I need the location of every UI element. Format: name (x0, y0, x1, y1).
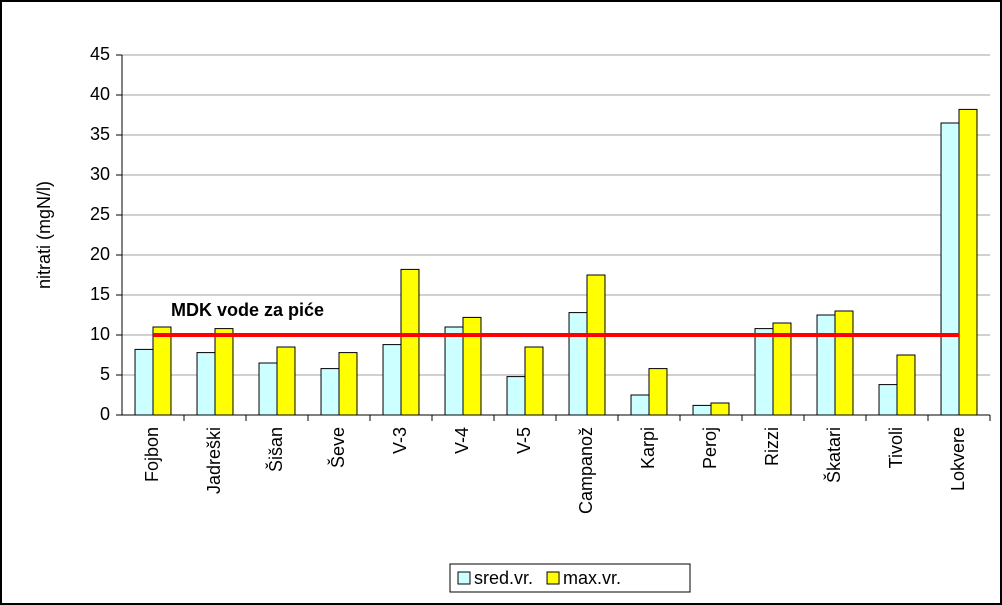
x-tick-label: Peroj (700, 427, 720, 469)
legend-swatch (546, 571, 560, 585)
x-tick-label: Jadreški (204, 427, 224, 494)
bar (152, 326, 172, 416)
y-tick-label: 15 (90, 284, 110, 304)
bar (276, 346, 296, 416)
bar (444, 326, 464, 416)
bar (134, 348, 154, 416)
bar (940, 122, 960, 416)
legend-swatch (457, 571, 471, 585)
bar (754, 328, 774, 416)
x-tick-label: Fojbon (142, 427, 162, 482)
bar (834, 310, 854, 416)
bar (196, 352, 216, 416)
legend-label: max.vr. (563, 568, 621, 588)
x-tick-label: Rizzi (762, 427, 782, 466)
x-tick-label: Tivoli (886, 427, 906, 468)
y-tick-label: 40 (90, 84, 110, 104)
y-tick-label: 10 (90, 324, 110, 344)
bar (400, 268, 420, 416)
y-tick-label: 45 (90, 44, 110, 64)
bar (506, 376, 526, 416)
y-tick-label: 5 (100, 364, 110, 384)
bar (878, 384, 898, 416)
x-tick-label: Campanož (576, 427, 596, 514)
y-axis-label: nitrati (mgN/l) (34, 181, 54, 289)
bar (710, 402, 730, 416)
bar (816, 314, 836, 416)
y-tick-label: 30 (90, 164, 110, 184)
bar (462, 316, 482, 416)
x-tick-label: Lokvere (948, 427, 968, 491)
x-tick-label: Škatari (823, 427, 844, 483)
x-tick-label: V-5 (514, 427, 534, 454)
bar (338, 352, 358, 416)
y-tick-label: 0 (100, 404, 110, 424)
bar (214, 328, 234, 416)
x-tick-label: Šišan (265, 427, 286, 472)
bar (648, 368, 668, 416)
x-tick-label: Ševe (327, 427, 348, 468)
y-tick-label: 35 (90, 124, 110, 144)
bar (320, 368, 340, 416)
bar (382, 344, 402, 416)
legend-box (449, 563, 691, 593)
x-tick-label: Karpi (638, 427, 658, 469)
x-tick-label: V-4 (452, 427, 472, 454)
bar (586, 274, 606, 416)
bar (524, 346, 544, 416)
legend-label: sred.vr. (474, 568, 533, 588)
bar (630, 394, 650, 416)
y-tick-label: 25 (90, 204, 110, 224)
bar (258, 362, 278, 416)
bar (958, 108, 978, 416)
reference-label: MDK vode za piće (171, 300, 324, 320)
y-tick-label: 20 (90, 244, 110, 264)
bar (896, 354, 916, 416)
bar (692, 404, 712, 416)
x-tick-label: V-3 (390, 427, 410, 454)
bar (568, 312, 588, 416)
